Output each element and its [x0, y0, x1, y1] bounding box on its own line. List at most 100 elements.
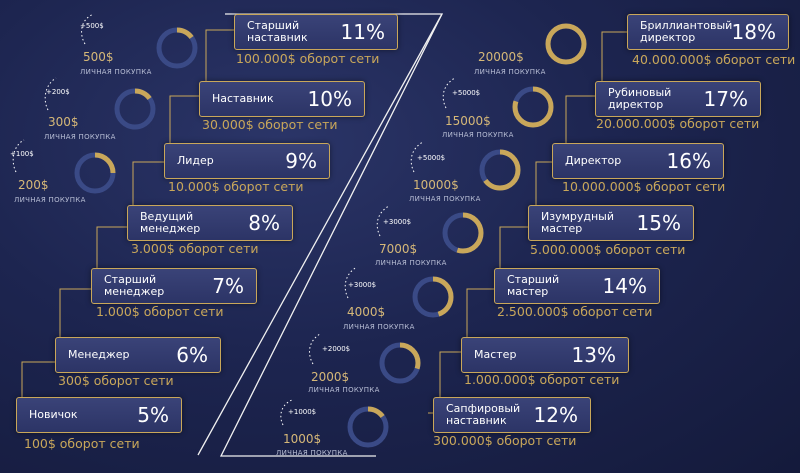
dotted-arrow	[309, 333, 321, 365]
level-name: Наставник	[212, 92, 274, 105]
level-card: Изумрудный мастер 15%	[528, 205, 694, 241]
level-name: Директор	[565, 154, 622, 167]
purchase-label: ЛИЧНАЯ ПОКУПКА	[276, 449, 348, 457]
purchase-label: ЛИЧНАЯ ПОКУПКА	[343, 323, 415, 331]
connector-line	[59, 288, 91, 337]
purchase-amount: 10000$	[413, 178, 459, 192]
level-card: Сапфировый наставник 12%	[433, 397, 591, 433]
level-name: Менеджер	[68, 348, 130, 361]
level-name: Лидер	[177, 154, 214, 167]
purchase-amount: 15000$	[445, 114, 491, 128]
connector-line	[21, 361, 55, 397]
purchase-amount: 500$	[83, 50, 114, 64]
level-percent: 5%	[137, 403, 169, 427]
purchase-amount: 2000$	[311, 370, 350, 384]
purchase-label: ЛИЧНАЯ ПОКУПКА	[442, 131, 514, 139]
dotted-arrow	[81, 13, 95, 45]
progress-ring-fill	[412, 276, 454, 318]
progress-ring-fill	[479, 149, 521, 191]
purchase-bonus: +2000$	[322, 345, 351, 353]
purchase-label: ЛИЧНАЯ ПОКУПКА	[44, 133, 116, 141]
level-turnover: 1.000$ оборот сети	[96, 304, 224, 319]
purchase-amount: 7000$	[379, 242, 418, 256]
progress-ring-fill	[545, 23, 587, 65]
level-name: Новичок	[29, 408, 78, 421]
progress-ring-fill	[442, 212, 484, 254]
level-name: Сапфировый наставник	[446, 402, 521, 427]
purchase-bonus: +3000$	[383, 218, 412, 226]
purchase-label: ЛИЧНАЯ ПОКУПКА	[14, 196, 86, 204]
level-card: Наставник 10%	[199, 81, 365, 117]
progress-ring-fill	[512, 86, 554, 128]
level-turnover: 5.000.000$ оборот сети	[530, 242, 686, 257]
level-turnover: 300$ оборот сети	[58, 373, 174, 388]
progress-ring-fill	[114, 88, 156, 130]
level-name: Старший наставник	[247, 19, 308, 44]
purchase-bonus: +500$	[80, 22, 104, 30]
level-name: Изумрудный мастер	[541, 210, 615, 235]
level-card: Старший наставник 11%	[234, 14, 398, 50]
level-name: Мастер	[474, 348, 517, 361]
level-card: Рубиновый директор 17%	[595, 81, 761, 117]
purchase-amount: 300$	[48, 115, 79, 129]
progress-ring-fill	[74, 152, 116, 194]
purchase-amount: 1000$	[283, 432, 322, 446]
level-name: Старший мастер	[507, 273, 560, 298]
connector-line	[132, 161, 164, 205]
level-turnover: 1.000.000$ оборот сети	[464, 372, 620, 387]
level-percent: 15%	[636, 211, 681, 235]
level-turnover: 10.000$ оборот сети	[168, 179, 304, 194]
level-turnover: 20.000.000$ оборот сети	[596, 116, 760, 131]
connector-line	[565, 95, 595, 143]
connector-line	[439, 351, 461, 397]
level-card: Ведущий менеджер 8%	[127, 205, 293, 241]
level-percent: 18%	[731, 20, 776, 44]
level-name: Старший менеджер	[104, 273, 165, 298]
progress-ring-fill	[347, 406, 389, 448]
level-percent: 14%	[602, 274, 647, 298]
purchase-bonus: +3000$	[348, 281, 377, 289]
level-name: Рубиновый директор	[608, 86, 672, 111]
progress-ring-fill	[156, 27, 198, 69]
level-percent: 7%	[212, 274, 244, 298]
level-turnover: 10.000.000$ оборот сети	[562, 179, 726, 194]
level-percent: 17%	[703, 87, 748, 111]
connector-line	[169, 95, 199, 143]
level-percent: 8%	[248, 211, 280, 235]
level-percent: 6%	[176, 343, 208, 367]
purchase-label: ЛИЧНАЯ ПОКУПКА	[80, 68, 152, 76]
purchase-bonus: +100$	[10, 150, 34, 158]
level-turnover: 30.000$ оборот сети	[202, 117, 338, 132]
purchase-label: ЛИЧНАЯ ПОКУПКА	[409, 195, 481, 203]
connector-line	[499, 226, 528, 268]
purchase-bonus: +5000$	[417, 154, 446, 162]
level-percent: 16%	[666, 149, 711, 173]
level-percent: 9%	[285, 149, 317, 173]
purchase-amount: 20000$	[478, 50, 524, 64]
dotted-arrow	[44, 77, 57, 111]
level-card: Лидер 9%	[164, 143, 330, 179]
purchase-label: ЛИЧНАЯ ПОКУПКА	[375, 259, 447, 267]
level-turnover: 40.000.000$ оборот сети	[632, 52, 796, 67]
level-turnover: 100.000$ оборот сети	[236, 51, 380, 66]
level-percent: 11%	[340, 20, 385, 44]
level-name: Бриллиантовый директор	[640, 19, 733, 44]
level-name: Ведущий менеджер	[140, 210, 201, 235]
level-card: Директор 16%	[552, 143, 724, 179]
purchase-amount: 200$	[18, 178, 49, 192]
dotted-arrow	[12, 139, 25, 173]
level-turnover: 100$ оборот сети	[24, 436, 140, 451]
connector-line	[535, 161, 552, 205]
level-turnover: 2.500.000$ оборот сети	[497, 304, 653, 319]
dotted-arrow	[344, 266, 358, 299]
level-percent: 12%	[533, 403, 578, 427]
level-card: Старший менеджер 7%	[91, 268, 257, 304]
level-card: Бриллиантовый директор 18%	[627, 14, 789, 50]
purchase-label: ЛИЧНАЯ ПОКУПКА	[308, 386, 380, 394]
level-turnover: 300.000$ оборот сети	[433, 433, 577, 448]
level-card: Менеджер 6%	[55, 337, 221, 373]
purchase-bonus: +5000$	[452, 89, 481, 97]
level-card: Мастер 13%	[461, 337, 629, 373]
connector-line	[601, 31, 627, 81]
